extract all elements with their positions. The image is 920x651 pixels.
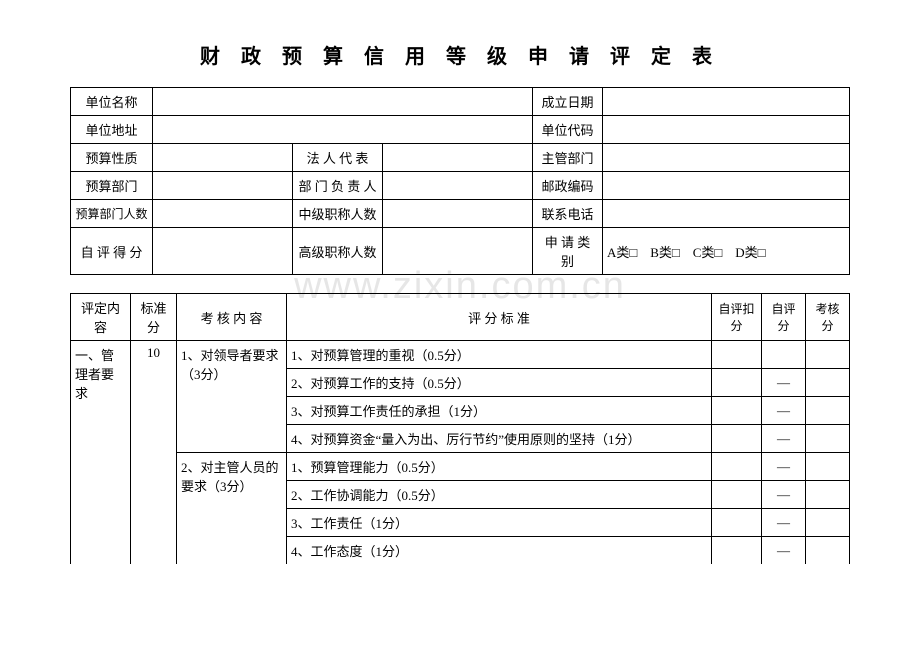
table-row: 单位名称 成立日期 bbox=[71, 88, 850, 116]
self-deduct-cell bbox=[712, 397, 762, 425]
evaluation-table: 评定内容 标准分 考 核 内 容 评 分 标 准 自评扣分 自评分 考核分 一、… bbox=[70, 293, 850, 564]
label-legal-rep: 法 人 代 表 bbox=[293, 144, 383, 172]
value-dept-people bbox=[153, 200, 293, 228]
label-supervisor-dept: 主管部门 bbox=[533, 144, 603, 172]
table-row: 2、对主管人员的要求（3分） 1、预算管理能力（0.5分） — bbox=[71, 453, 850, 481]
self-score-cell: — bbox=[762, 369, 806, 397]
label-unit-code: 单位代码 bbox=[533, 116, 603, 144]
check-score-cell bbox=[806, 369, 850, 397]
self-score-cell: — bbox=[762, 481, 806, 509]
section-label: 一、管理者要求 bbox=[71, 341, 131, 565]
label-mid-title-count: 中级职称人数 bbox=[293, 200, 383, 228]
value-unit-code bbox=[603, 116, 850, 144]
value-supervisor-dept bbox=[603, 144, 850, 172]
check-score-cell bbox=[806, 397, 850, 425]
table-row: 自 评 得 分 高级职称人数 申 请 类 别 A类□ B类□ C类□ D类□ bbox=[71, 228, 850, 275]
label-budget-nature: 预算性质 bbox=[71, 144, 153, 172]
self-deduct-cell bbox=[712, 369, 762, 397]
group2-label: 2、对主管人员的要求（3分） bbox=[177, 453, 287, 565]
self-deduct-cell bbox=[712, 537, 762, 565]
page-title: 财 政 预 算 信 用 等 级 申 请 评 定 表 bbox=[70, 40, 850, 69]
value-unit-address bbox=[153, 116, 533, 144]
col-self-score: 自评分 bbox=[762, 294, 806, 341]
label-founding-date: 成立日期 bbox=[533, 88, 603, 116]
criteria-cell: 2、工作协调能力（0.5分） bbox=[287, 481, 712, 509]
check-score-cell bbox=[806, 453, 850, 481]
col-criteria: 评 分 标 准 bbox=[287, 294, 712, 341]
value-self-score bbox=[153, 228, 293, 275]
table-row: 一、管理者要求 10 1、对领导者要求（3分） 1、对预算管理的重视（0.5分） bbox=[71, 341, 850, 369]
std-score: 10 bbox=[131, 341, 177, 565]
self-deduct-cell bbox=[712, 425, 762, 453]
self-score-cell bbox=[762, 341, 806, 369]
group1-label: 1、对领导者要求（3分） bbox=[177, 341, 287, 453]
self-deduct-cell bbox=[712, 481, 762, 509]
col-eval-content: 评定内容 bbox=[71, 294, 131, 341]
check-score-cell bbox=[806, 425, 850, 453]
header-info-table: 单位名称 成立日期 单位地址 单位代码 预算性质 法 人 代 表 主管部门 预算… bbox=[70, 87, 850, 275]
value-dept-head bbox=[383, 172, 533, 200]
table-header-row: 评定内容 标准分 考 核 内 容 评 分 标 准 自评扣分 自评分 考核分 bbox=[71, 294, 850, 341]
self-score-cell: — bbox=[762, 537, 806, 565]
label-unit-name: 单位名称 bbox=[71, 88, 153, 116]
value-senior-title-count bbox=[383, 228, 533, 275]
label-unit-address: 单位地址 bbox=[71, 116, 153, 144]
value-phone bbox=[603, 200, 850, 228]
label-apply-category: 申 请 类 别 bbox=[533, 228, 603, 275]
label-dept-head: 部 门 负 责 人 bbox=[293, 172, 383, 200]
self-deduct-cell bbox=[712, 453, 762, 481]
label-senior-title-count: 高级职称人数 bbox=[293, 228, 383, 275]
criteria-cell: 1、预算管理能力（0.5分） bbox=[287, 453, 712, 481]
check-score-cell bbox=[806, 537, 850, 565]
label-dept-people: 预算部门人数 bbox=[71, 200, 153, 228]
value-legal-rep bbox=[383, 144, 533, 172]
criteria-cell: 2、对预算工作的支持（0.5分） bbox=[287, 369, 712, 397]
value-postal-code bbox=[603, 172, 850, 200]
label-budget-dept: 预算部门 bbox=[71, 172, 153, 200]
value-budget-dept bbox=[153, 172, 293, 200]
col-check-score: 考核分 bbox=[806, 294, 850, 341]
criteria-cell: 3、工作责任（1分） bbox=[287, 509, 712, 537]
label-self-score: 自 评 得 分 bbox=[71, 228, 153, 275]
criteria-cell: 4、对预算资金“量入为出、厉行节约”使用原则的坚持（1分） bbox=[287, 425, 712, 453]
value-apply-category: A类□ B类□ C类□ D类□ bbox=[603, 228, 850, 275]
value-mid-title-count bbox=[383, 200, 533, 228]
self-score-cell: — bbox=[762, 425, 806, 453]
value-budget-nature bbox=[153, 144, 293, 172]
value-unit-name bbox=[153, 88, 533, 116]
table-row: 预算部门人数 中级职称人数 联系电话 bbox=[71, 200, 850, 228]
table-row: 预算性质 法 人 代 表 主管部门 bbox=[71, 144, 850, 172]
self-deduct-cell bbox=[712, 509, 762, 537]
value-founding-date bbox=[603, 88, 850, 116]
self-score-cell: — bbox=[762, 397, 806, 425]
self-score-cell: — bbox=[762, 509, 806, 537]
col-std-score: 标准分 bbox=[131, 294, 177, 341]
criteria-cell: 3、对预算工作责任的承担（1分） bbox=[287, 397, 712, 425]
col-check-content: 考 核 内 容 bbox=[177, 294, 287, 341]
check-score-cell bbox=[806, 341, 850, 369]
check-score-cell bbox=[806, 481, 850, 509]
table-row: 预算部门 部 门 负 责 人 邮政编码 bbox=[71, 172, 850, 200]
criteria-cell: 1、对预算管理的重视（0.5分） bbox=[287, 341, 712, 369]
self-score-cell: — bbox=[762, 453, 806, 481]
table-row: 单位地址 单位代码 bbox=[71, 116, 850, 144]
label-phone: 联系电话 bbox=[533, 200, 603, 228]
label-postal-code: 邮政编码 bbox=[533, 172, 603, 200]
criteria-cell: 4、工作态度（1分） bbox=[287, 537, 712, 565]
check-score-cell bbox=[806, 509, 850, 537]
self-deduct-cell bbox=[712, 341, 762, 369]
col-self-deduct: 自评扣分 bbox=[712, 294, 762, 341]
